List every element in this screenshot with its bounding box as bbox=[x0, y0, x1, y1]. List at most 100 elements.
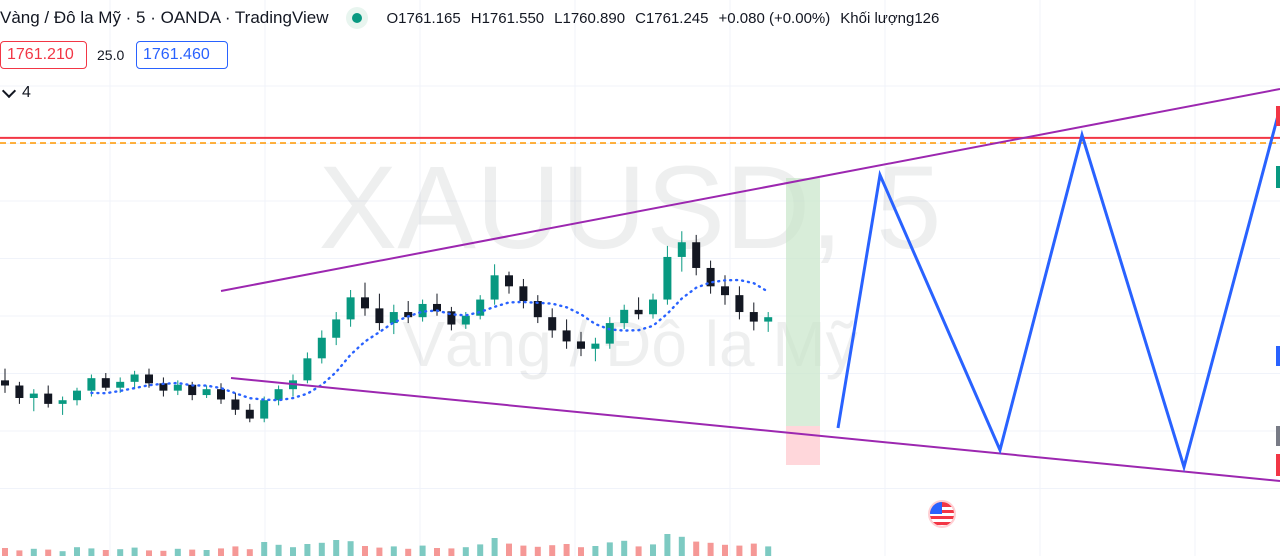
candle-body bbox=[303, 358, 312, 381]
open-value: 1761.165 bbox=[398, 9, 461, 27]
candle-body bbox=[591, 343, 600, 349]
wedge-lower-trendline[interactable] bbox=[230, 377, 1280, 482]
volume-bar bbox=[722, 544, 728, 556]
indicators-toggle[interactable]: 4 bbox=[0, 81, 31, 105]
candle-body bbox=[721, 286, 729, 296]
zigzag-projection-path[interactable] bbox=[836, 107, 1280, 473]
volume-bar bbox=[102, 550, 109, 556]
symbol-title[interactable]: Vàng / Đô la Mỹ · 5 · OANDA · TradingVie… bbox=[0, 8, 329, 27]
volume-bar bbox=[318, 542, 325, 556]
candle-body bbox=[649, 299, 657, 315]
high-value: 1761.550 bbox=[481, 9, 545, 27]
candle-body bbox=[548, 317, 557, 331]
candle-body bbox=[605, 323, 614, 344]
volume-bar bbox=[304, 544, 311, 556]
candle-body bbox=[634, 309, 643, 315]
volume-bar bbox=[678, 536, 685, 556]
candle-body bbox=[159, 383, 168, 391]
candle-body bbox=[433, 303, 441, 312]
candle-body bbox=[490, 275, 499, 300]
volume-value: 126 bbox=[914, 9, 940, 27]
candle-body bbox=[145, 374, 153, 384]
candle-body bbox=[375, 308, 384, 324]
volume-bar bbox=[376, 547, 383, 556]
close-value: 1761.245 bbox=[645, 9, 709, 27]
volume-label: Khối lượng bbox=[840, 9, 915, 27]
volume-bar bbox=[448, 548, 455, 556]
volume-bar bbox=[117, 549, 124, 556]
open-label: O bbox=[386, 9, 399, 27]
candle-body bbox=[461, 315, 470, 325]
volume-bar bbox=[707, 542, 714, 556]
volume-bar bbox=[203, 550, 210, 556]
volume-bar bbox=[390, 546, 397, 556]
candle-body bbox=[404, 312, 413, 318]
volume-bar bbox=[434, 548, 440, 556]
volume-bar bbox=[246, 549, 253, 556]
candle-body bbox=[346, 297, 355, 320]
candle-body bbox=[577, 341, 585, 349]
candle-body bbox=[418, 303, 427, 318]
spread-value: 25.0 bbox=[97, 47, 125, 63]
candle-body bbox=[361, 297, 369, 309]
volume-bar bbox=[261, 542, 268, 556]
volume-bar bbox=[592, 546, 599, 556]
volume-bar bbox=[30, 548, 37, 556]
chevron-down-icon bbox=[1, 83, 17, 99]
price-marker-gray bbox=[1276, 426, 1280, 446]
candle-body bbox=[202, 389, 211, 396]
us-flag-event-icon[interactable] bbox=[928, 500, 956, 528]
volume-bar bbox=[635, 546, 642, 556]
wedge-upper-trendline[interactable] bbox=[220, 88, 1280, 292]
buy-price: 1761.460 bbox=[143, 46, 210, 63]
candle-body bbox=[116, 381, 125, 388]
candle-body bbox=[692, 242, 701, 268]
sell-price: 1761.210 bbox=[7, 46, 74, 63]
indicators-count: 4 bbox=[22, 84, 31, 101]
candle-body bbox=[15, 385, 24, 398]
volume-bar bbox=[347, 541, 354, 556]
moving-average-line bbox=[90, 278, 770, 402]
volume-bar bbox=[462, 547, 469, 556]
candle-body bbox=[447, 311, 456, 325]
candle-body bbox=[677, 242, 686, 257]
chart-legend: Vàng / Đô la Mỹ · 5 · OANDA · TradingVie… bbox=[0, 6, 949, 30]
candle-body bbox=[1, 380, 9, 386]
ohlc-values: O 1761.165 H 1761.550 L 1760.890 C 1761.245 … bbox=[386, 10, 949, 27]
stop-zone bbox=[786, 426, 820, 465]
high-label: H bbox=[470, 9, 482, 27]
candle-body bbox=[735, 295, 744, 313]
candle-body bbox=[101, 378, 110, 388]
volume-bar bbox=[232, 546, 239, 556]
candle-body bbox=[173, 384, 182, 391]
volume-bar bbox=[549, 545, 556, 556]
candle-body bbox=[749, 312, 758, 322]
candle-body bbox=[533, 301, 542, 318]
volume-bar bbox=[477, 544, 484, 556]
volume-bar bbox=[736, 545, 743, 556]
volume-bar bbox=[563, 544, 570, 556]
candle-body bbox=[317, 337, 326, 359]
volume-bar bbox=[333, 540, 340, 556]
volume-bar bbox=[290, 547, 296, 556]
price-marker-green bbox=[1276, 166, 1280, 188]
change-value: +0.080 (+0.00%) bbox=[718, 9, 831, 27]
candle-body bbox=[217, 389, 225, 400]
volume-bar bbox=[218, 548, 224, 556]
volume-bar bbox=[275, 544, 282, 556]
candle-body bbox=[663, 256, 672, 300]
candle-body bbox=[44, 393, 53, 404]
buy-button[interactable]: 1761.460 bbox=[136, 41, 228, 69]
volume-bar bbox=[16, 550, 23, 556]
candle-body bbox=[274, 389, 283, 401]
candle-body bbox=[389, 312, 398, 324]
candle-body bbox=[519, 286, 528, 302]
sell-button[interactable]: 1761.210 bbox=[0, 41, 87, 69]
low-label: L bbox=[554, 9, 563, 27]
volume-bar bbox=[750, 543, 757, 556]
market-status-icon[interactable] bbox=[346, 7, 369, 29]
candle-body bbox=[130, 374, 139, 382]
candle-body bbox=[245, 409, 254, 419]
volume-bar bbox=[664, 534, 671, 556]
